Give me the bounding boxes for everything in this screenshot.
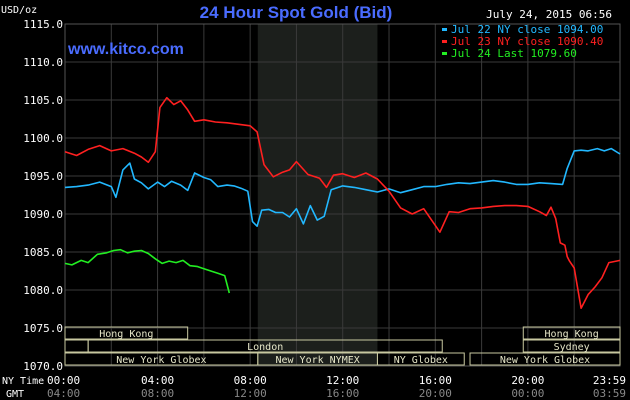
ny-time-row-label: NY Time — [2, 376, 44, 387]
x-tick-label-ny: 16:00 — [419, 374, 452, 387]
session-box — [522, 326, 621, 340]
y-tick-label: 1090.0 — [23, 208, 63, 221]
x-tick-label-gmt: 12:00 — [234, 387, 267, 400]
session-label: New York Globex — [500, 355, 590, 366]
gmt-row-label: GMT — [6, 389, 24, 400]
session-box — [376, 352, 465, 366]
legend-swatch — [442, 28, 447, 31]
session-label: NY Globex — [394, 355, 448, 366]
watermark: www.kitco.com — [67, 41, 184, 58]
x-tick-label-ny: 04:00 — [141, 374, 174, 387]
y-tick-label: 1075.0 — [23, 322, 63, 335]
x-tick-label-ny: 08:00 — [234, 374, 267, 387]
x-tick-label-gmt: 16:00 — [326, 387, 359, 400]
series-line — [64, 96, 621, 309]
chart-title: 24 Hour Spot Gold (Bid) — [200, 3, 393, 22]
x-axis: 00:0004:0004:0008:0008:0012:0012:0016:00… — [47, 374, 626, 400]
unit-label: USD/oz — [1, 5, 37, 16]
y-tick-label: 1110.0 — [23, 56, 63, 69]
x-tick-label-ny: 23:59 — [593, 374, 626, 387]
y-tick-label: 1095.0 — [23, 170, 63, 183]
y-axis: 1115.0 1110.0 1105.0 1100.0 1095.0 1090.0 1085… — [23, 18, 63, 373]
legend-swatch — [442, 52, 447, 55]
legend-swatch — [442, 40, 447, 43]
x-tick-label-ny: 12:00 — [326, 374, 359, 387]
session-label: New York Globex — [116, 355, 206, 366]
session-box — [469, 352, 621, 366]
session-label: Hong Kong — [99, 329, 153, 340]
session-label: New York NYMEX — [275, 355, 359, 366]
x-tick-label-ny: 20:00 — [511, 374, 544, 387]
y-tick-label: 1085.0 — [23, 246, 63, 259]
legend-entry: Jul 24 Last 1079.60 — [451, 47, 577, 60]
session-box — [87, 339, 443, 353]
x-tick-label-gmt: 20:00 — [419, 387, 452, 400]
session-box — [64, 326, 189, 340]
y-tick-label: 1070.0 — [23, 360, 63, 373]
legend-entry: Jul 23 NY close 1090.40 — [451, 35, 603, 48]
nymex-session-shade — [257, 24, 378, 366]
series-line — [64, 248, 231, 294]
y-tick-label: 1080.0 — [23, 284, 63, 297]
session-label: London — [247, 342, 283, 353]
x-tick-label-gmt: 08:00 — [141, 387, 174, 400]
x-tick-label-ny: 00:00 — [47, 374, 80, 387]
y-tick-label: 1105.0 — [23, 94, 63, 107]
x-tick-label-gmt: 03:59 — [593, 387, 626, 400]
series-line — [64, 147, 621, 227]
x-tick-label-gmt: 04:00 — [47, 387, 80, 400]
session-label: Hong Kong — [545, 329, 599, 340]
session-box — [522, 339, 621, 353]
legend-entry: Jul 22 NY close 1094.00 — [451, 23, 603, 36]
timestamp: July 24, 2015 06:56 — [486, 8, 612, 21]
session-label: Sydney — [554, 342, 590, 353]
x-tick-label-gmt: 00:00 — [511, 387, 544, 400]
y-tick-label: 1100.0 — [23, 132, 63, 145]
plot-border — [64, 23, 621, 367]
y-tick-label: 1115.0 — [23, 18, 63, 31]
